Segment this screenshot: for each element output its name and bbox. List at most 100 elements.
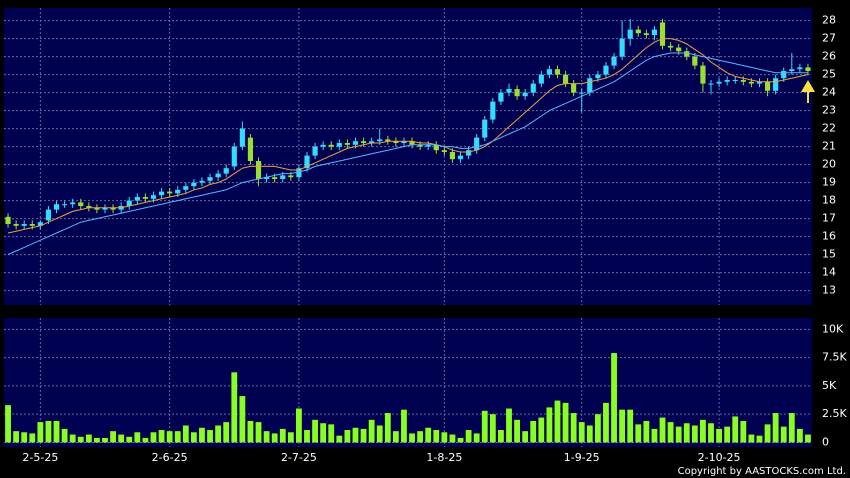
volume-bar <box>675 426 682 443</box>
candle-body <box>304 155 310 169</box>
volume-bar <box>368 419 375 443</box>
candle-body <box>797 67 803 70</box>
volume-bar <box>215 425 222 443</box>
x-tick-label: 2-10-25 <box>698 451 741 464</box>
candle-body <box>102 207 108 210</box>
candle-body <box>417 144 423 147</box>
volume-bar <box>21 432 28 443</box>
volume-bar <box>207 430 213 443</box>
arrow-icon <box>801 80 815 103</box>
candle-body <box>619 38 625 57</box>
volume-bar <box>352 427 359 443</box>
x-tick-label: 2-5-25 <box>22 451 58 464</box>
volume-bar <box>158 430 165 443</box>
y-tick-label: 16 <box>822 230 836 243</box>
volume-bar <box>69 434 76 443</box>
candle-body <box>611 56 617 66</box>
candle-body <box>352 141 359 145</box>
candle-body <box>756 81 763 84</box>
volume-bar <box>748 434 755 443</box>
candle-body <box>29 224 35 226</box>
volume-bar <box>312 419 318 443</box>
volume-bar <box>360 428 367 443</box>
candle-body <box>708 83 714 85</box>
candle-body <box>668 45 674 48</box>
volume-bar <box>506 408 512 443</box>
candle-body <box>369 141 375 143</box>
candle-body <box>474 137 480 151</box>
y-tick-label: 24 <box>822 86 836 99</box>
candle-body <box>603 65 609 75</box>
candle-body <box>320 144 326 147</box>
candle-body <box>643 33 649 35</box>
volume-bar <box>199 427 205 443</box>
candle-body <box>538 74 544 84</box>
volume-bar <box>643 420 650 443</box>
volume-bar <box>344 430 351 443</box>
candle-body <box>676 47 682 52</box>
candle-body <box>457 155 464 160</box>
volume-bar <box>473 433 480 443</box>
volume-bar <box>182 425 189 443</box>
volume-bar <box>271 433 278 443</box>
volume-bar <box>13 431 20 443</box>
volume-bar <box>489 414 496 443</box>
candle-body <box>199 180 205 183</box>
candle-body <box>70 202 76 205</box>
x-tick-label: 1-9-25 <box>564 451 600 464</box>
candle-body <box>805 67 811 71</box>
moving-average-line <box>7 52 808 256</box>
volume-bar <box>287 432 294 443</box>
candle-body <box>506 89 512 93</box>
volume-bar <box>247 420 254 443</box>
volume-bar <box>29 433 36 443</box>
volume-bar <box>740 420 747 443</box>
y-tick-label: 5K <box>822 379 837 392</box>
y-tick-label: 19 <box>822 176 836 189</box>
volume-panel <box>4 318 812 447</box>
candle-body <box>280 175 286 179</box>
candle-body <box>150 195 157 199</box>
volume-bar <box>166 431 173 443</box>
volume-bar <box>417 431 424 443</box>
candle-body <box>53 204 60 210</box>
volume-bar <box>667 422 674 443</box>
candle-body <box>45 209 52 221</box>
y-tick-label: 0 <box>822 435 829 448</box>
volume-bar <box>150 432 157 443</box>
volume-bar <box>239 396 246 443</box>
volume-bar <box>85 434 92 443</box>
y-tick-label: 21 <box>822 140 836 153</box>
volume-bar <box>627 409 634 443</box>
volume-bar <box>522 431 529 443</box>
volume-bar <box>425 427 432 443</box>
volume-bar <box>110 431 116 443</box>
volume-bar <box>134 432 141 443</box>
y-tick-label: 10K <box>822 322 844 335</box>
candle-body <box>635 29 641 34</box>
candle-body <box>587 78 593 93</box>
volume-bar <box>190 432 197 443</box>
candle-body <box>272 177 278 179</box>
candle-body <box>288 175 294 178</box>
volume-bar <box>441 432 448 443</box>
candle-body <box>21 224 27 226</box>
candle-body <box>312 146 318 156</box>
y-tick-label: 20 <box>822 158 836 171</box>
candle-body <box>571 83 577 93</box>
volume-bar <box>223 422 230 443</box>
volume-bar <box>94 437 100 443</box>
volume-bar <box>716 428 722 443</box>
y-tick-label: 7.5K <box>822 351 847 364</box>
volume-bar <box>635 424 642 443</box>
candle-body <box>627 29 633 39</box>
volume-bar <box>102 437 108 443</box>
candle-body <box>215 173 221 178</box>
candle-body <box>377 139 383 142</box>
x-tick-label: 1-8-25 <box>426 451 462 464</box>
volume-bar <box>772 413 779 443</box>
volume-bar <box>457 437 464 443</box>
candle-body <box>207 177 213 181</box>
candle-body <box>522 92 528 97</box>
